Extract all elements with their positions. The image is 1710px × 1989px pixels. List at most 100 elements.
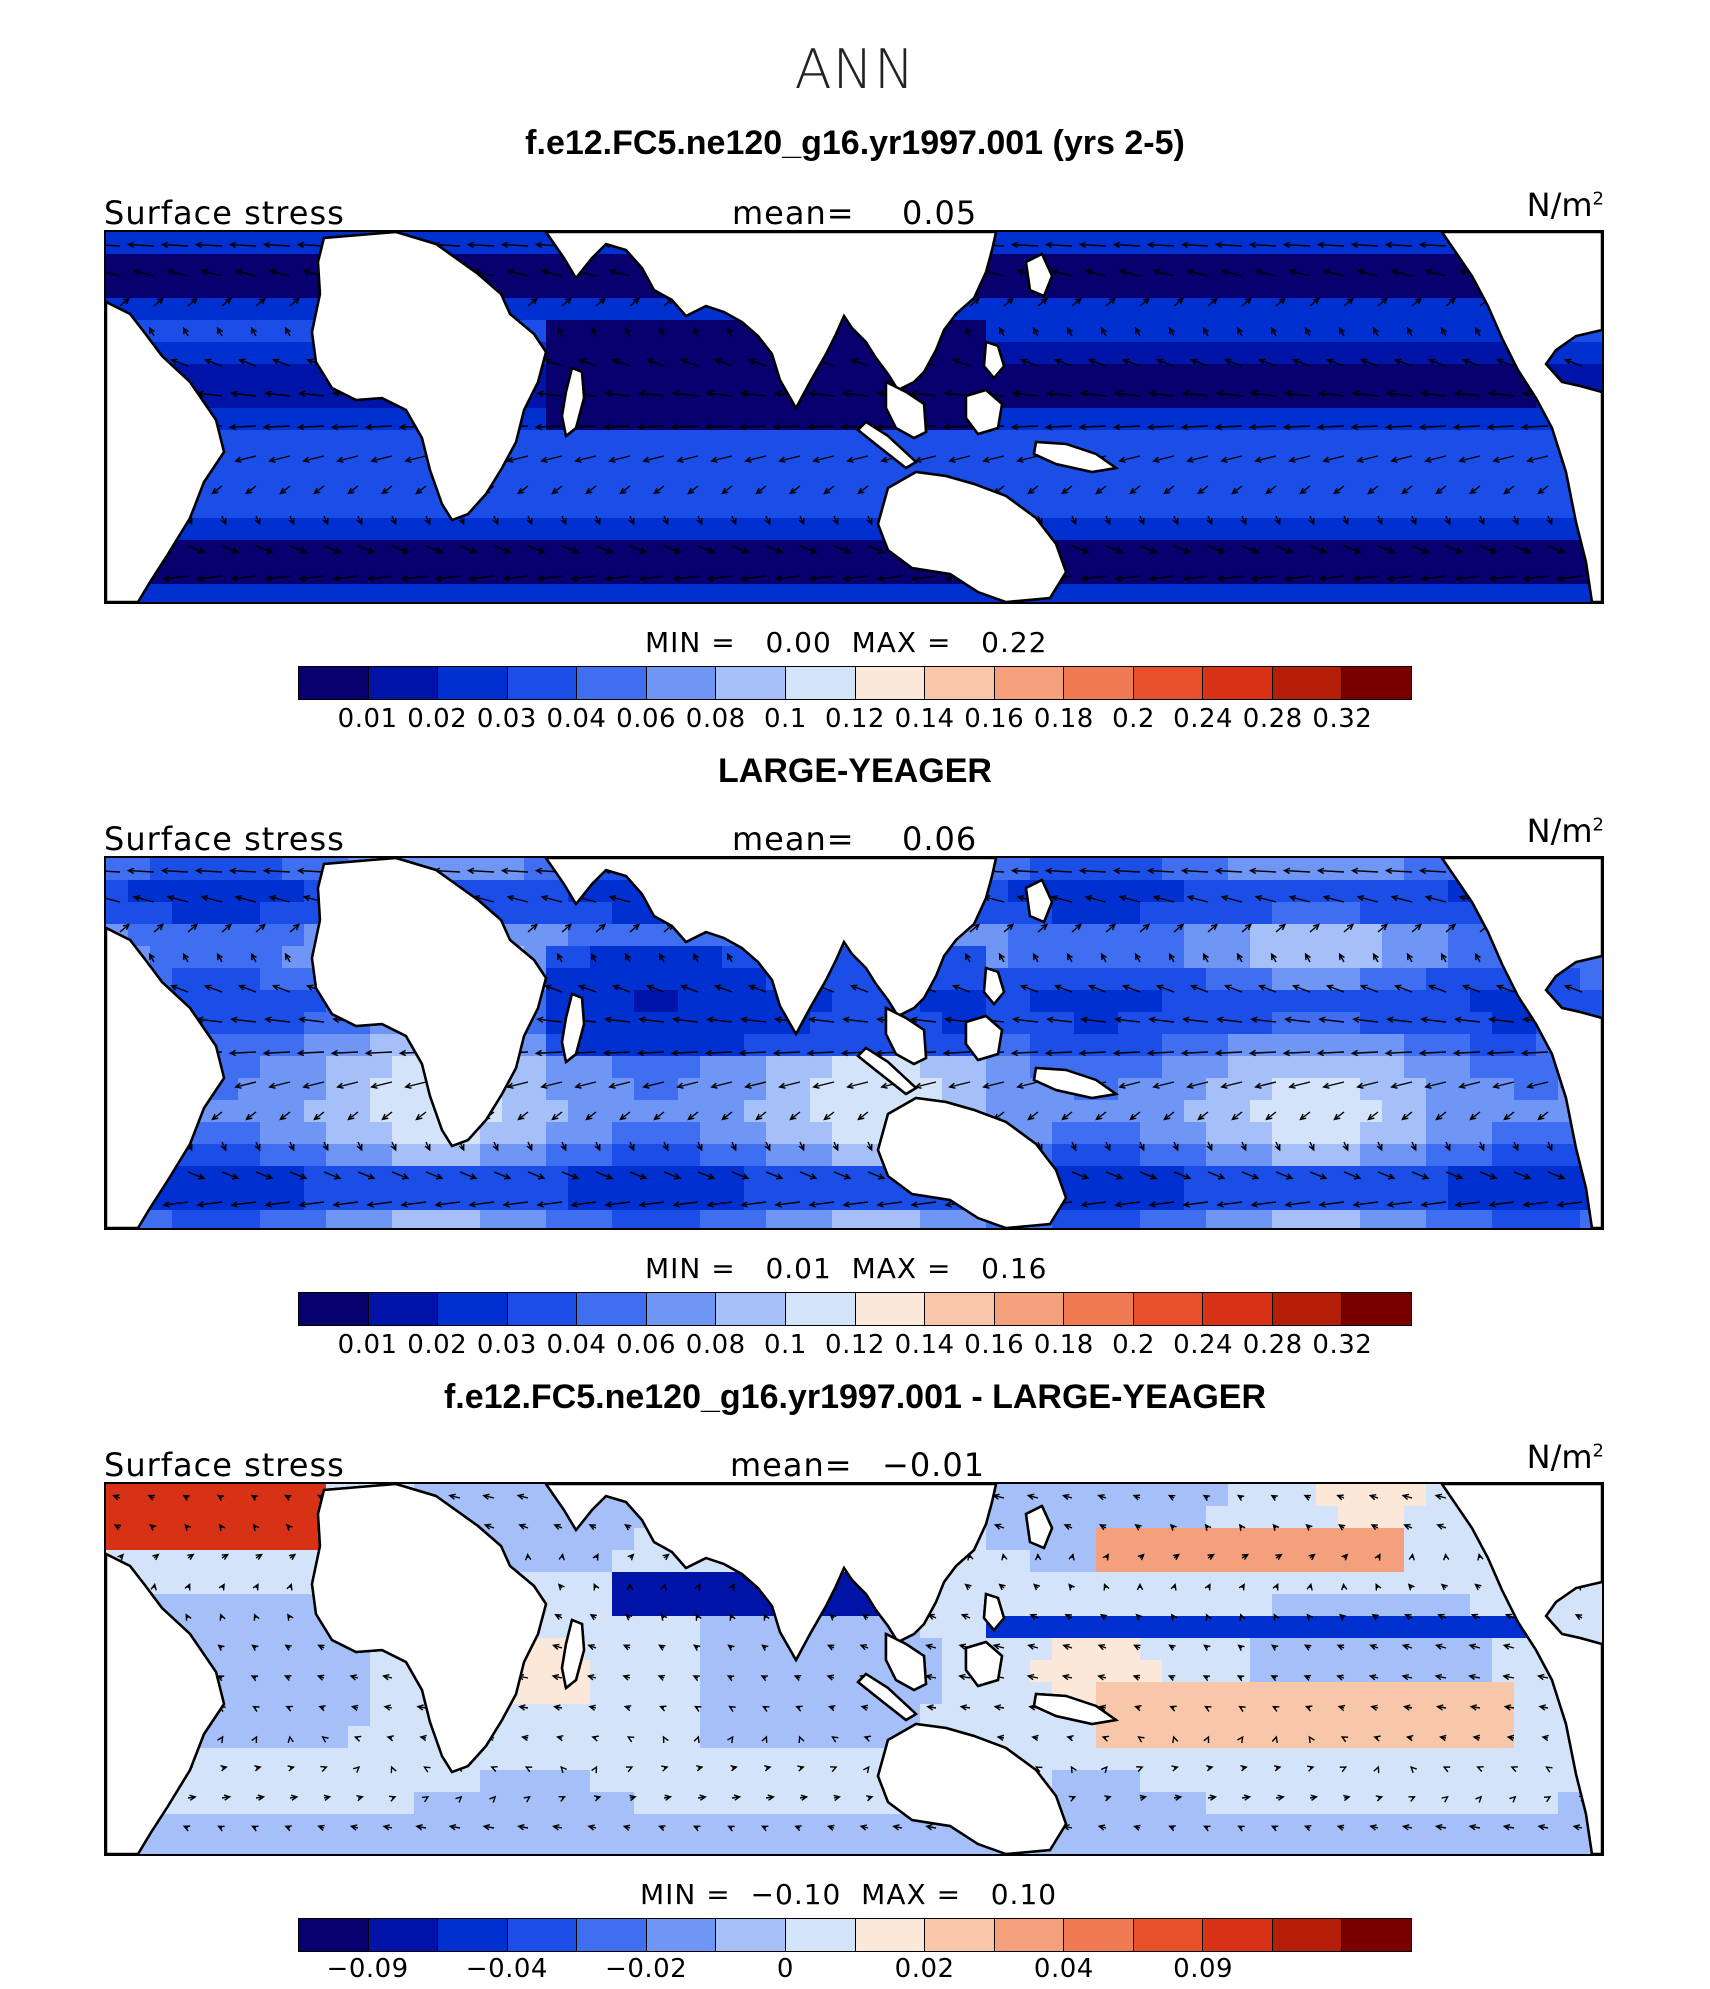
field-cell	[1118, 946, 1141, 969]
field-cell	[1030, 364, 1053, 387]
field-cell	[260, 902, 283, 925]
field-cell	[282, 1792, 305, 1815]
field-cell	[106, 880, 129, 903]
stress-arrow	[942, 423, 971, 431]
stress-arrow	[1138, 515, 1145, 526]
stress-arrow	[230, 1201, 257, 1208]
field-cell	[1118, 386, 1141, 409]
stress-arrow	[1282, 241, 1311, 249]
field-cell	[1470, 968, 1493, 991]
field-cell	[1140, 474, 1163, 497]
field-cell	[920, 452, 943, 475]
field-cell	[1008, 1550, 1031, 1573]
field-cell	[1404, 518, 1427, 541]
stress-arrow	[1068, 1583, 1075, 1591]
stress-arrow	[1520, 1049, 1549, 1057]
field-cell	[700, 474, 723, 497]
field-cell	[744, 1638, 767, 1661]
stress-arrow	[1204, 1523, 1212, 1531]
stress-arrow	[169, 358, 189, 367]
stress-arrow	[1050, 894, 1073, 903]
field-cell	[392, 1792, 415, 1815]
stress-arrow	[347, 1111, 359, 1121]
stress-arrow	[1367, 1111, 1379, 1121]
field-cell	[1162, 1550, 1185, 1573]
field-cell	[590, 1792, 613, 1815]
field-cell	[502, 276, 525, 299]
colorbar-swatch	[299, 667, 369, 699]
field-cell	[216, 540, 239, 563]
stress-arrow	[1001, 1552, 1008, 1561]
stress-arrow	[318, 1705, 326, 1712]
field-cell	[1514, 1056, 1537, 1079]
field-cell	[832, 364, 855, 387]
stress-arrow	[1237, 1644, 1245, 1652]
field-cell	[722, 1210, 745, 1228]
field-cell	[1470, 518, 1493, 541]
stress-arrow	[1316, 423, 1345, 431]
field-cell	[502, 1748, 525, 1771]
colorbar-tick-label: 0.16	[964, 704, 1025, 734]
stress-arrow	[1112, 867, 1141, 875]
field-cell	[1294, 968, 1317, 991]
field-cell	[1184, 902, 1207, 925]
field-cell	[1338, 1550, 1361, 1573]
field-cell	[392, 452, 415, 475]
field-cell	[590, 1528, 613, 1551]
stress-arrow	[425, 545, 444, 554]
field-cell	[1360, 584, 1383, 602]
stress-arrow	[1401, 1673, 1413, 1681]
field-cell	[370, 1660, 393, 1683]
field-cell	[590, 584, 613, 602]
stress-arrow	[1546, 515, 1553, 526]
field-cell	[1074, 276, 1097, 299]
stress-arrow	[808, 1201, 835, 1208]
stress-arrow	[602, 1049, 631, 1057]
stress-arrow	[832, 1141, 839, 1152]
field-cell	[678, 1012, 701, 1035]
stress-arrow	[594, 515, 601, 526]
field-cell	[700, 320, 723, 343]
field-cell	[722, 474, 745, 497]
stress-arrow	[1070, 515, 1077, 526]
land-mask	[1024, 878, 1054, 924]
field-cell	[920, 1012, 943, 1035]
panel-3-units: N/m2	[1526, 1438, 1604, 1476]
field-cell	[1272, 1122, 1295, 1145]
field-cell	[678, 1100, 701, 1123]
stress-arrow	[1163, 1111, 1175, 1121]
field-cell	[1272, 1792, 1295, 1815]
field-cell	[788, 1682, 811, 1705]
field-cell	[216, 1616, 239, 1639]
stress-arrow	[1097, 1674, 1107, 1681]
stress-arrow	[1390, 1081, 1413, 1089]
field-cell	[1052, 1100, 1075, 1123]
field-cell	[216, 1594, 239, 1617]
field-cell	[1096, 1682, 1119, 1705]
field-cell	[612, 880, 635, 903]
stress-arrow	[1241, 1171, 1260, 1180]
stress-arrow	[764, 515, 771, 526]
field-cell	[1206, 990, 1229, 1013]
field-cell	[370, 496, 393, 519]
field-cell	[1514, 1792, 1537, 1815]
field-cell	[1514, 1704, 1537, 1727]
stress-arrow	[279, 485, 291, 495]
field-cell	[1470, 1166, 1493, 1189]
field-cell	[1426, 968, 1449, 991]
field-cell	[524, 858, 547, 881]
field-cell	[1140, 518, 1163, 541]
field-cell	[414, 584, 437, 602]
field-cell	[1316, 386, 1339, 409]
field-cell	[568, 474, 591, 497]
stress-arrow	[676, 455, 699, 463]
stress-arrow	[670, 1049, 699, 1057]
field-cell	[194, 880, 217, 903]
field-cell	[766, 474, 789, 497]
stress-arrow	[1393, 358, 1413, 367]
field-cell	[1404, 452, 1427, 475]
field-cell	[1052, 1144, 1075, 1167]
field-cell	[1404, 1748, 1427, 1771]
field-cell	[546, 1144, 569, 1167]
field-cell	[260, 1034, 283, 1057]
